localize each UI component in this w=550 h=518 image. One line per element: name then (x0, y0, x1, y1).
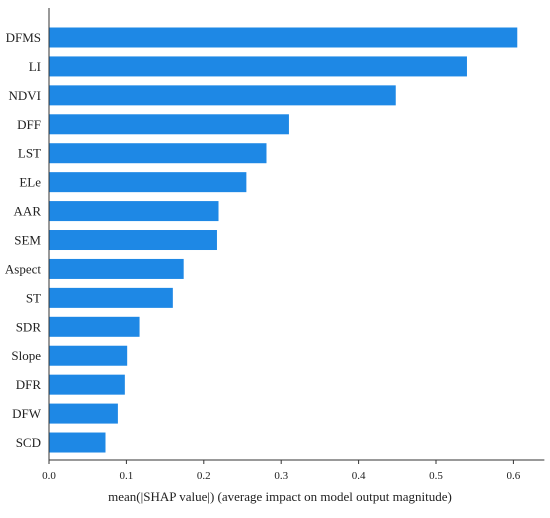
bar-sem (49, 230, 217, 251)
y-label-lst: LST (18, 146, 41, 161)
x-axis-title: mean(|SHAP value|) (average impact on mo… (108, 489, 452, 504)
y-label-dff: DFF (17, 117, 41, 132)
y-label-scd: SCD (16, 435, 41, 450)
x-tick-label: 0.1 (120, 470, 134, 482)
y-label-ndvi: NDVI (9, 88, 42, 103)
bar-sdr (49, 316, 140, 337)
y-label-dfms: DFMS (6, 30, 41, 45)
x-tick-label: 0.3 (274, 470, 288, 482)
bar-dfms (49, 27, 518, 48)
y-label-aspect: Aspect (5, 261, 41, 276)
bars-group (49, 27, 518, 453)
bar-ele (49, 172, 247, 193)
y-label-dfr: DFR (16, 377, 42, 392)
y-label-slope: Slope (11, 348, 41, 363)
y-label-sdr: SDR (16, 319, 42, 334)
y-label-li: LI (29, 59, 41, 74)
bar-dfr (49, 374, 125, 395)
y-label-aar: AAR (14, 204, 42, 219)
bar-lst (49, 143, 267, 164)
y-labels-group: DFMS LI NDVI DFF LST ELe AAR SEM Aspect ST SDR Slop… (5, 30, 42, 450)
x-tick-label: 0.6 (507, 470, 521, 482)
bar-aar (49, 201, 219, 222)
bar-scd (49, 432, 106, 453)
x-tick-label: 0.0 (42, 470, 56, 482)
y-label-dfw: DFW (12, 406, 42, 421)
bar-slope (49, 345, 128, 366)
x-tick-label: 0.2 (197, 470, 211, 482)
bar-dff (49, 114, 289, 135)
bar-st (49, 287, 173, 308)
y-label-st: ST (26, 290, 41, 305)
y-label-sem: SEM (14, 233, 41, 248)
bar-aspect (49, 258, 184, 279)
y-label-ele: ELe (19, 175, 41, 190)
x-tick-label: 0.4 (352, 470, 366, 482)
x-ticks-group: 0.0 0.1 0.2 0.3 0.4 0.5 0.6 (42, 460, 521, 482)
bar-dfw (49, 403, 118, 424)
x-tick-label: 0.5 (429, 470, 443, 482)
bar-li (49, 56, 467, 77)
bar-ndvi (49, 85, 396, 106)
